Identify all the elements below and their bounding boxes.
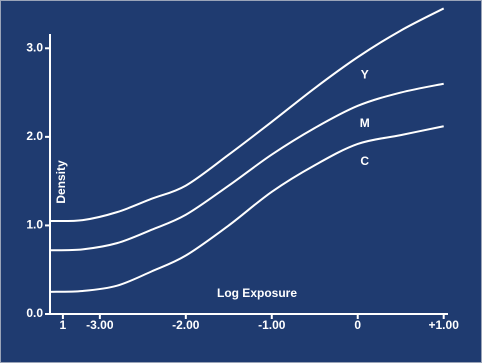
x-tick-label: -3.00 — [86, 318, 114, 332]
x-tick-label: +1.00 — [429, 318, 460, 332]
curve — [49, 82, 444, 252]
y-tick-label: 3.0 — [26, 40, 43, 54]
curve-label: M — [360, 116, 370, 130]
x-tick-label: 0 — [354, 318, 361, 332]
curve-label: Y — [361, 67, 369, 81]
curve-label: C — [360, 154, 369, 168]
x-tick-label: -1.00 — [258, 318, 286, 332]
x-tick-label: -2.00 — [172, 318, 200, 332]
x-tick-label: 1 — [60, 318, 67, 332]
y-tick-label: 2.0 — [26, 129, 43, 143]
y-tick-label: 0.0 — [26, 306, 43, 320]
curve — [49, 125, 444, 293]
curve — [49, 7, 445, 223]
y-axis-label: Density — [54, 160, 68, 204]
y-tick-label: 1.0 — [26, 218, 43, 232]
x-axis-label: Log Exposure — [217, 286, 297, 300]
